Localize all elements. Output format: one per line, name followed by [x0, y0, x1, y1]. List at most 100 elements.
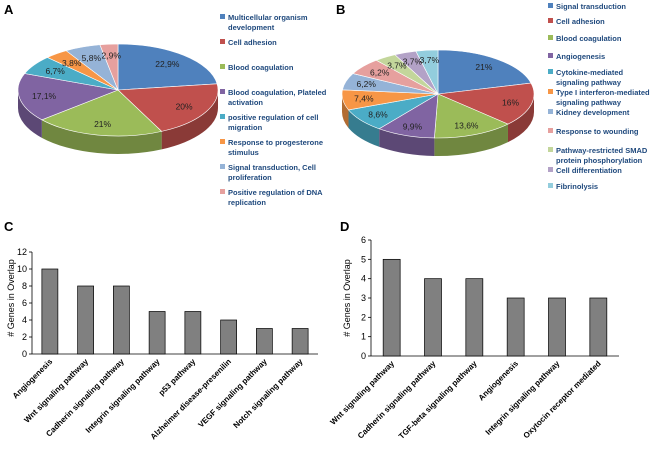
legend-label-7: Response to wounding [556, 127, 639, 136]
pie-label-5: 3,8% [62, 58, 82, 68]
legend-label-10: Fibrinolysis [556, 182, 598, 191]
legend-swatch-3 [548, 53, 553, 58]
legend-swatch-9 [548, 167, 553, 172]
panel-letter-b: B [336, 2, 345, 17]
pie-side-1 [161, 90, 218, 150]
pie-label-1: 16% [502, 98, 519, 108]
x-tick-label-1: Wnt signaling pathway [22, 357, 90, 425]
pie-label-7: 2,9% [102, 51, 122, 61]
legend-swatch-1 [220, 39, 225, 44]
pie-label-10: 3,7% [420, 55, 440, 65]
pie-chart-a: 22,9% 20% 21% 17,1% 6,7%3,8%5,8% 2,9% [17, 43, 219, 154]
legend-swatch-0 [548, 3, 553, 8]
bar-chart-c: # Genes in Overlap 024681012Angiogenesis… [6, 247, 318, 441]
bar-3 [148, 311, 166, 355]
legend-swatch-7 [220, 189, 225, 194]
legend-swatch-6 [220, 164, 225, 169]
y-tick-label-6: 12 [17, 247, 27, 257]
y-axis-label-d: # Genes in Overlap [342, 259, 352, 337]
legend-swatch-6 [548, 109, 553, 114]
bar-0 [382, 258, 401, 357]
y-tick-label-4: 4 [361, 274, 366, 284]
pie-side-3 [379, 128, 435, 156]
legend-swatch-7 [548, 128, 553, 133]
y-tick-label-3: 3 [361, 293, 366, 303]
y-tick-label-0: 0 [22, 349, 27, 359]
panel-letter-c: C [4, 219, 14, 234]
bar-1 [77, 285, 94, 355]
pie-label-2: 21% [94, 119, 111, 129]
x-tick-label-5: Oxytocin receptor mediated [522, 359, 603, 440]
panel-letter-d: D [340, 219, 349, 234]
legend-label-3: Blood coagulation, Plateled [228, 88, 327, 97]
y-tick-label-5: 5 [361, 254, 366, 264]
legend-swatch-4 [220, 114, 225, 119]
y-tick-label-2: 4 [22, 315, 27, 325]
pie-slice-0 [117, 43, 218, 91]
x-tick-label-3: Angiogenesis [477, 359, 521, 403]
bar-7 [291, 328, 309, 355]
legend-label-5: Type I interferon-mediated [556, 88, 650, 97]
y-tick-label-1: 1 [361, 332, 366, 342]
legend-label-1: Cell adhesion [556, 17, 605, 26]
bar-0 [41, 268, 59, 355]
legend-label-7-line1: replication [228, 198, 266, 207]
legend-swatch-8 [548, 147, 553, 152]
legend-label-0: Multicellular organism [228, 13, 308, 22]
legend-swatch-4 [548, 69, 553, 74]
legend-label-6-line1: proliferation [228, 173, 272, 182]
legend-label-4-line1: migration [228, 123, 263, 132]
x-tick-label-7: Notch signaling pathway [232, 357, 305, 430]
legend-label-2: Blood coagulation [556, 34, 622, 43]
pie-label-6: 5,8% [82, 53, 102, 63]
pie-slice-2 [41, 89, 163, 137]
legend-label-6: Kidney development [556, 108, 630, 117]
pie-label-0: 22,9% [155, 59, 180, 69]
bar-1 [424, 278, 442, 357]
y-tick-label-0: 0 [361, 351, 366, 361]
y-tick-label-1: 2 [22, 332, 27, 342]
bar-2 [465, 278, 484, 357]
pie-slice-0 [437, 49, 532, 95]
bar-5 [589, 297, 608, 357]
pie-side-1 [507, 94, 534, 143]
pie-label-5: 7,4% [354, 94, 374, 104]
bar-5 [220, 319, 237, 355]
legend-label-6: Signal transduction, Cell [228, 163, 316, 172]
pie-label-8: 3,7% [387, 60, 407, 70]
legend-swatch-5 [220, 139, 225, 144]
pie-slice-1 [117, 83, 219, 132]
legend-label-4: positive regulation of cell [228, 113, 318, 122]
legend-swatch-1 [548, 18, 553, 23]
pie-label-3: 17,1% [32, 91, 57, 101]
legend-label-4-line1: signaling pathway [556, 78, 622, 87]
legend-label-8-line1: protein phosphorylation [556, 156, 643, 165]
pie-side-2 [41, 119, 162, 154]
legend-label-0-line1: development [228, 23, 275, 32]
pie-side-4 [348, 109, 380, 147]
legend-swatch-3 [220, 89, 225, 94]
bar-6 [256, 328, 273, 355]
x-tick-label-4: Integrin signaling pathway [484, 359, 562, 437]
pie-label-4: 8,6% [368, 110, 388, 120]
pie-label-9: 3,7% [403, 57, 423, 67]
pie-label-4: 6,7% [45, 66, 65, 76]
bar-4 [184, 311, 202, 355]
x-tick-label-6: VEGF signaling pathway [196, 357, 269, 430]
pie-chart-b: 21%16%13,6%9,9%8,6%7,4%6,2%6,2%3,7%3,7%3… [341, 49, 535, 156]
legend-swatch-0 [220, 14, 225, 19]
legend-label-2: Blood coagulation [228, 63, 294, 72]
x-tick-label-3: Integrin signaling pathway [84, 357, 162, 435]
legend-b: Signal transduction Cell adhesion Blood co… [548, 2, 650, 191]
pie-side-3 [18, 90, 42, 138]
pie-side-2 [434, 124, 508, 156]
legend-swatch-2 [220, 64, 225, 69]
pie-slice-10 [415, 49, 439, 95]
pie-slice-2 [434, 93, 509, 139]
legend-label-5-line1: stimulus [228, 148, 259, 157]
bar-2 [113, 285, 130, 355]
x-tick-label-1: Cadherin signaling pathway [356, 359, 438, 441]
legend-label-4: Cytokine-mediated [556, 68, 624, 77]
